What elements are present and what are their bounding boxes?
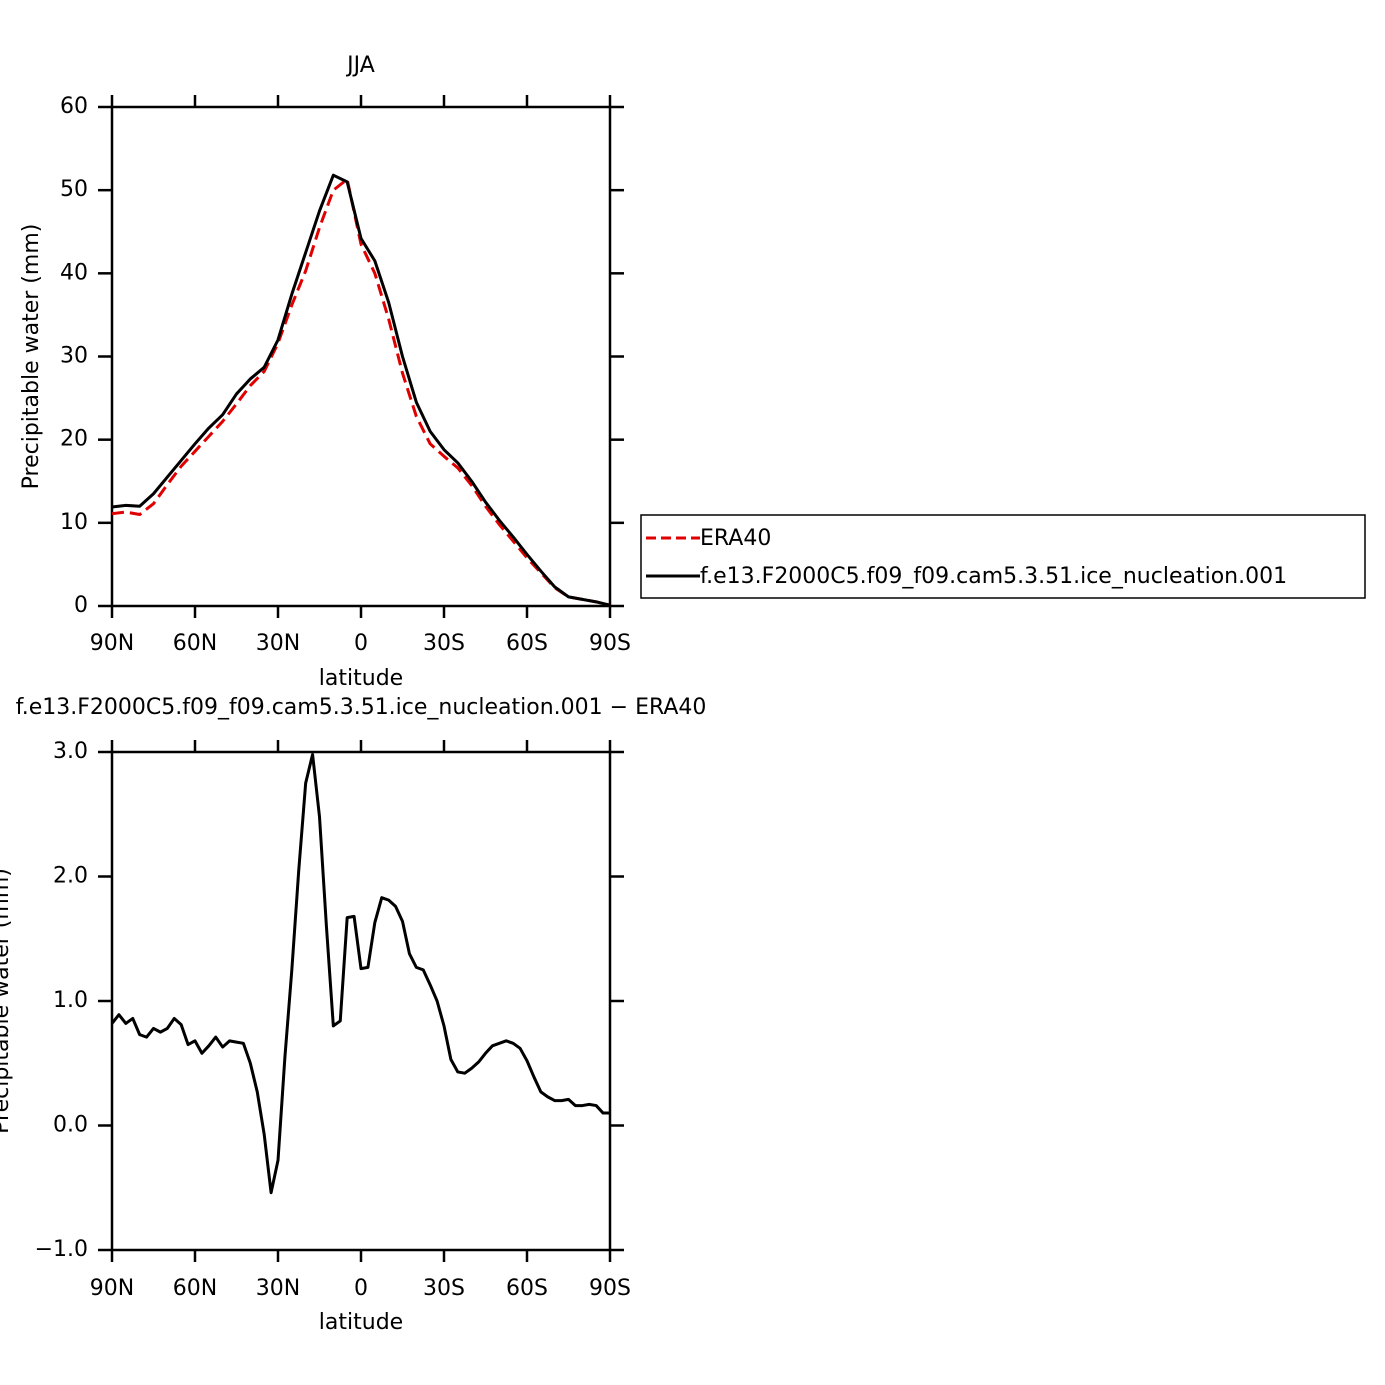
x-axis-label: latitude <box>319 1310 403 1335</box>
legend-box <box>640 514 1366 599</box>
y-tick-label: −1.0 <box>35 1237 88 1262</box>
legend-label: ERA40 <box>700 526 771 551</box>
x-tick-label: 30N <box>256 631 300 656</box>
y-tick-label: 2.0 <box>53 864 88 889</box>
x-tick-label: 90S <box>589 1276 631 1301</box>
data-line <box>111 177 611 607</box>
y-axis-label: Precipitable water (mm) <box>0 868 14 1134</box>
x-tick-label: 60N <box>173 631 217 656</box>
x-tick-label: 0 <box>354 1276 368 1301</box>
x-tick-label: 60N <box>173 1276 217 1301</box>
y-axis-label: Precipitable water (mm) <box>19 224 44 490</box>
y-tick-label: 40 <box>60 260 88 285</box>
x-tick-label: 30S <box>423 631 465 656</box>
x-tick-label: 30N <box>256 1276 300 1301</box>
y-tick-label: 0 <box>74 593 88 618</box>
y-tick-label: 60 <box>60 94 88 119</box>
y-tick-label: 20 <box>60 427 88 452</box>
legend-label: f.e13.F2000C5.f09_f09.cam5.3.51.ice_nucl… <box>700 564 1287 589</box>
x-tick-label: 90N <box>90 1276 134 1301</box>
plot-frame <box>110 750 612 1252</box>
y-tick-label: 1.0 <box>53 988 88 1013</box>
x-tick-label: 60S <box>506 1276 548 1301</box>
y-tick-label: 50 <box>60 177 88 202</box>
x-tick-label: 0 <box>354 631 368 656</box>
data-line <box>110 752 610 1195</box>
x-tick-label: 90N <box>90 631 134 656</box>
y-tick-label: 30 <box>60 344 88 369</box>
chart-title: JJA <box>345 53 375 78</box>
y-tick-label: 3.0 <box>53 739 88 764</box>
data-line <box>111 173 611 607</box>
x-tick-label: 30S <box>423 1276 465 1301</box>
x-tick-label: 60S <box>506 631 548 656</box>
plot-frame <box>110 105 612 608</box>
y-tick-label: 0.0 <box>53 1113 88 1138</box>
chart-title: f.e13.F2000C5.f09_f09.cam5.3.51.ice_nucl… <box>16 695 707 720</box>
x-tick-label: 90S <box>589 631 631 656</box>
x-axis-label: latitude <box>319 666 403 691</box>
y-tick-label: 10 <box>60 510 88 535</box>
